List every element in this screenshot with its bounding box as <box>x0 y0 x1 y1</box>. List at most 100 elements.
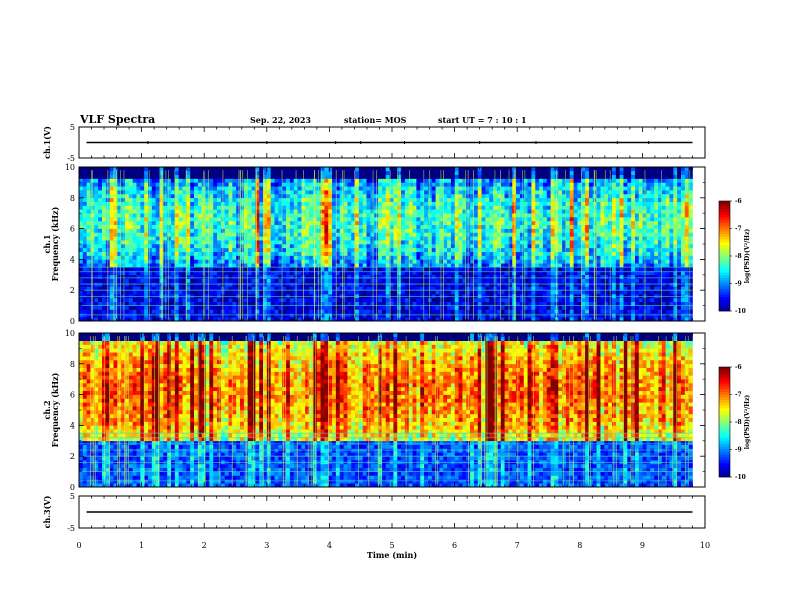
ch1-spectrogram-cell <box>351 297 356 303</box>
ch1-spectrogram-cell <box>389 236 394 241</box>
ch1-spectrogram-cell <box>309 236 314 241</box>
ch1-spectrogram-cell <box>309 174 314 179</box>
ch1-spectrogram-cell <box>79 267 84 272</box>
ch1-spectrogram-cell <box>255 270 260 276</box>
ch1-spectrogram-cell <box>282 193 287 199</box>
ch1-spectrogram-cell <box>309 267 314 272</box>
ch1-spectrogram-cell <box>420 205 425 210</box>
ch1-spectrogram-cell <box>247 282 252 287</box>
ch1-spectrogram-cell <box>401 190 406 195</box>
ch1-spectrogram-cell <box>194 259 199 264</box>
ch1-spectrogram-cell <box>289 220 295 226</box>
ch1-spectrogram-cell <box>148 317 153 322</box>
ch1-spectrogram-cell <box>117 286 122 291</box>
ch1-spectrogram-cell <box>240 305 245 310</box>
ch1-spectrogram-cell <box>144 232 149 237</box>
ch1-spectrogram-cell <box>401 201 406 206</box>
ch1-spectrogram-cell <box>424 317 429 322</box>
ch1-spectrogram-cell <box>224 267 229 272</box>
ch1-spectrogram-cell <box>535 193 540 199</box>
ch1-spectrogram-cell <box>523 263 528 268</box>
ch1-spectrogram-cell <box>378 209 383 214</box>
ch1-spectrogram-cell <box>385 236 390 241</box>
ch1-spectrogram-cell <box>136 309 141 314</box>
ch1-spectrogram-cell <box>485 259 490 264</box>
ch1-spectrogram-cell <box>259 286 264 291</box>
ch1-spectrogram-cell <box>374 205 379 210</box>
ch1-spectrogram-cell <box>431 267 436 272</box>
ch1-spectrogram-cell <box>305 167 310 172</box>
ch1-spectrogram-cell <box>163 267 168 272</box>
ch1-spectrogram-cell <box>420 247 425 252</box>
ch1-spectrogram-cell <box>240 255 245 260</box>
ch1-spectrogram-cell <box>412 282 417 287</box>
ch1-spectrogram-cell <box>94 224 99 229</box>
ch1-spectrogram-cell <box>473 282 479 287</box>
ch1-spectrogram-cell <box>213 217 218 222</box>
ch1-spectrogram-cell <box>378 170 383 175</box>
ch1-spectrogram-cell <box>416 278 421 283</box>
ch1-spectrogram-cell <box>335 278 341 283</box>
ch1-spectrogram-cell <box>251 193 256 199</box>
ch1-spectrogram-cell <box>263 255 268 260</box>
ch1-spectrogram-cell <box>82 178 87 183</box>
ch1-spectrogram-cell <box>385 290 390 295</box>
ch1-spectrogram-cell <box>251 228 256 233</box>
ch1-spectrogram-cell <box>209 220 214 226</box>
ch1-spectrogram-cell <box>431 297 436 303</box>
ch1-spectrogram-cell <box>500 278 505 283</box>
ch1-spectrogram-cell <box>328 220 333 226</box>
ch1-spectrogram-cell <box>523 182 528 187</box>
ch1-spectrogram-cell <box>481 178 486 183</box>
ch1-spectrogram-cell <box>347 247 352 252</box>
ch1-spectrogram-cell <box>366 270 371 276</box>
ch1-spectrogram-cell <box>213 286 218 291</box>
ch1-spectrogram-cell <box>500 240 505 245</box>
ch1-spectrogram-cell <box>98 317 103 322</box>
ch1-spectrogram-cell <box>424 251 429 256</box>
ch1-spectrogram-cell <box>378 309 383 314</box>
ch1-spectrogram-cell <box>362 193 367 199</box>
ch1-spectrogram-cell <box>408 244 413 249</box>
ch1-spectrogram-cell <box>489 174 494 179</box>
ch1-spectrogram-cell <box>470 274 475 279</box>
ch1-spectrogram-cell <box>144 278 149 283</box>
ch1-spectrogram-cell <box>278 278 283 283</box>
ch1-spectrogram-cell <box>224 286 229 291</box>
ch1-spectrogram-cell <box>255 297 260 303</box>
ch1-spectrogram-cell <box>416 170 421 175</box>
ch1-spectrogram-cell <box>324 182 329 187</box>
ch1-spectrogram-cell <box>339 263 344 268</box>
ch1-spectrogram-cell <box>535 205 540 210</box>
ch1-spectrogram-cell <box>270 217 275 222</box>
ch1-spectrogram-cell <box>140 193 145 199</box>
ch1-spectrogram-cell <box>109 251 114 256</box>
ch1-spectrogram-cell <box>197 197 202 202</box>
ch1-spectrogram-cell <box>98 251 103 256</box>
ch1-spectrogram-cell <box>470 174 475 179</box>
ch1-spectrogram-cell <box>86 317 91 322</box>
ch1-spectrogram-cell <box>274 247 279 252</box>
ch1-spectrogram-cell <box>408 263 413 268</box>
ch1-spectrogram-cell <box>282 263 287 268</box>
ch1-spectrogram-cell <box>508 228 513 233</box>
ch1-spectrogram-cell <box>539 240 544 245</box>
ch1-spectrogram-cell <box>278 247 283 252</box>
ch1-spectrogram-cell <box>485 182 490 187</box>
ch1-spectrogram-cell <box>251 313 256 318</box>
ch1-spectrogram-cell <box>144 174 149 179</box>
ch1-spectrogram-cell <box>504 282 509 287</box>
ch1-spectrogram-cell <box>190 213 195 218</box>
ch1-spectrogram-cell <box>217 167 222 172</box>
ch1-spectrogram-cell <box>125 170 130 175</box>
ch1-spectrogram-cell <box>347 251 352 256</box>
ch1-spectrogram-cell <box>435 301 440 306</box>
ch1-spectrogram-cell <box>447 193 452 199</box>
ch1-spectrogram-cell <box>370 197 375 202</box>
ch1-spectrogram-cell <box>481 286 486 291</box>
ch1-spectrogram-cell <box>420 228 425 233</box>
ch1-spectrogram-cell <box>431 301 436 306</box>
ch1-spectrogram-cell <box>374 244 379 249</box>
ch1-spectrogram-cell <box>378 228 383 233</box>
